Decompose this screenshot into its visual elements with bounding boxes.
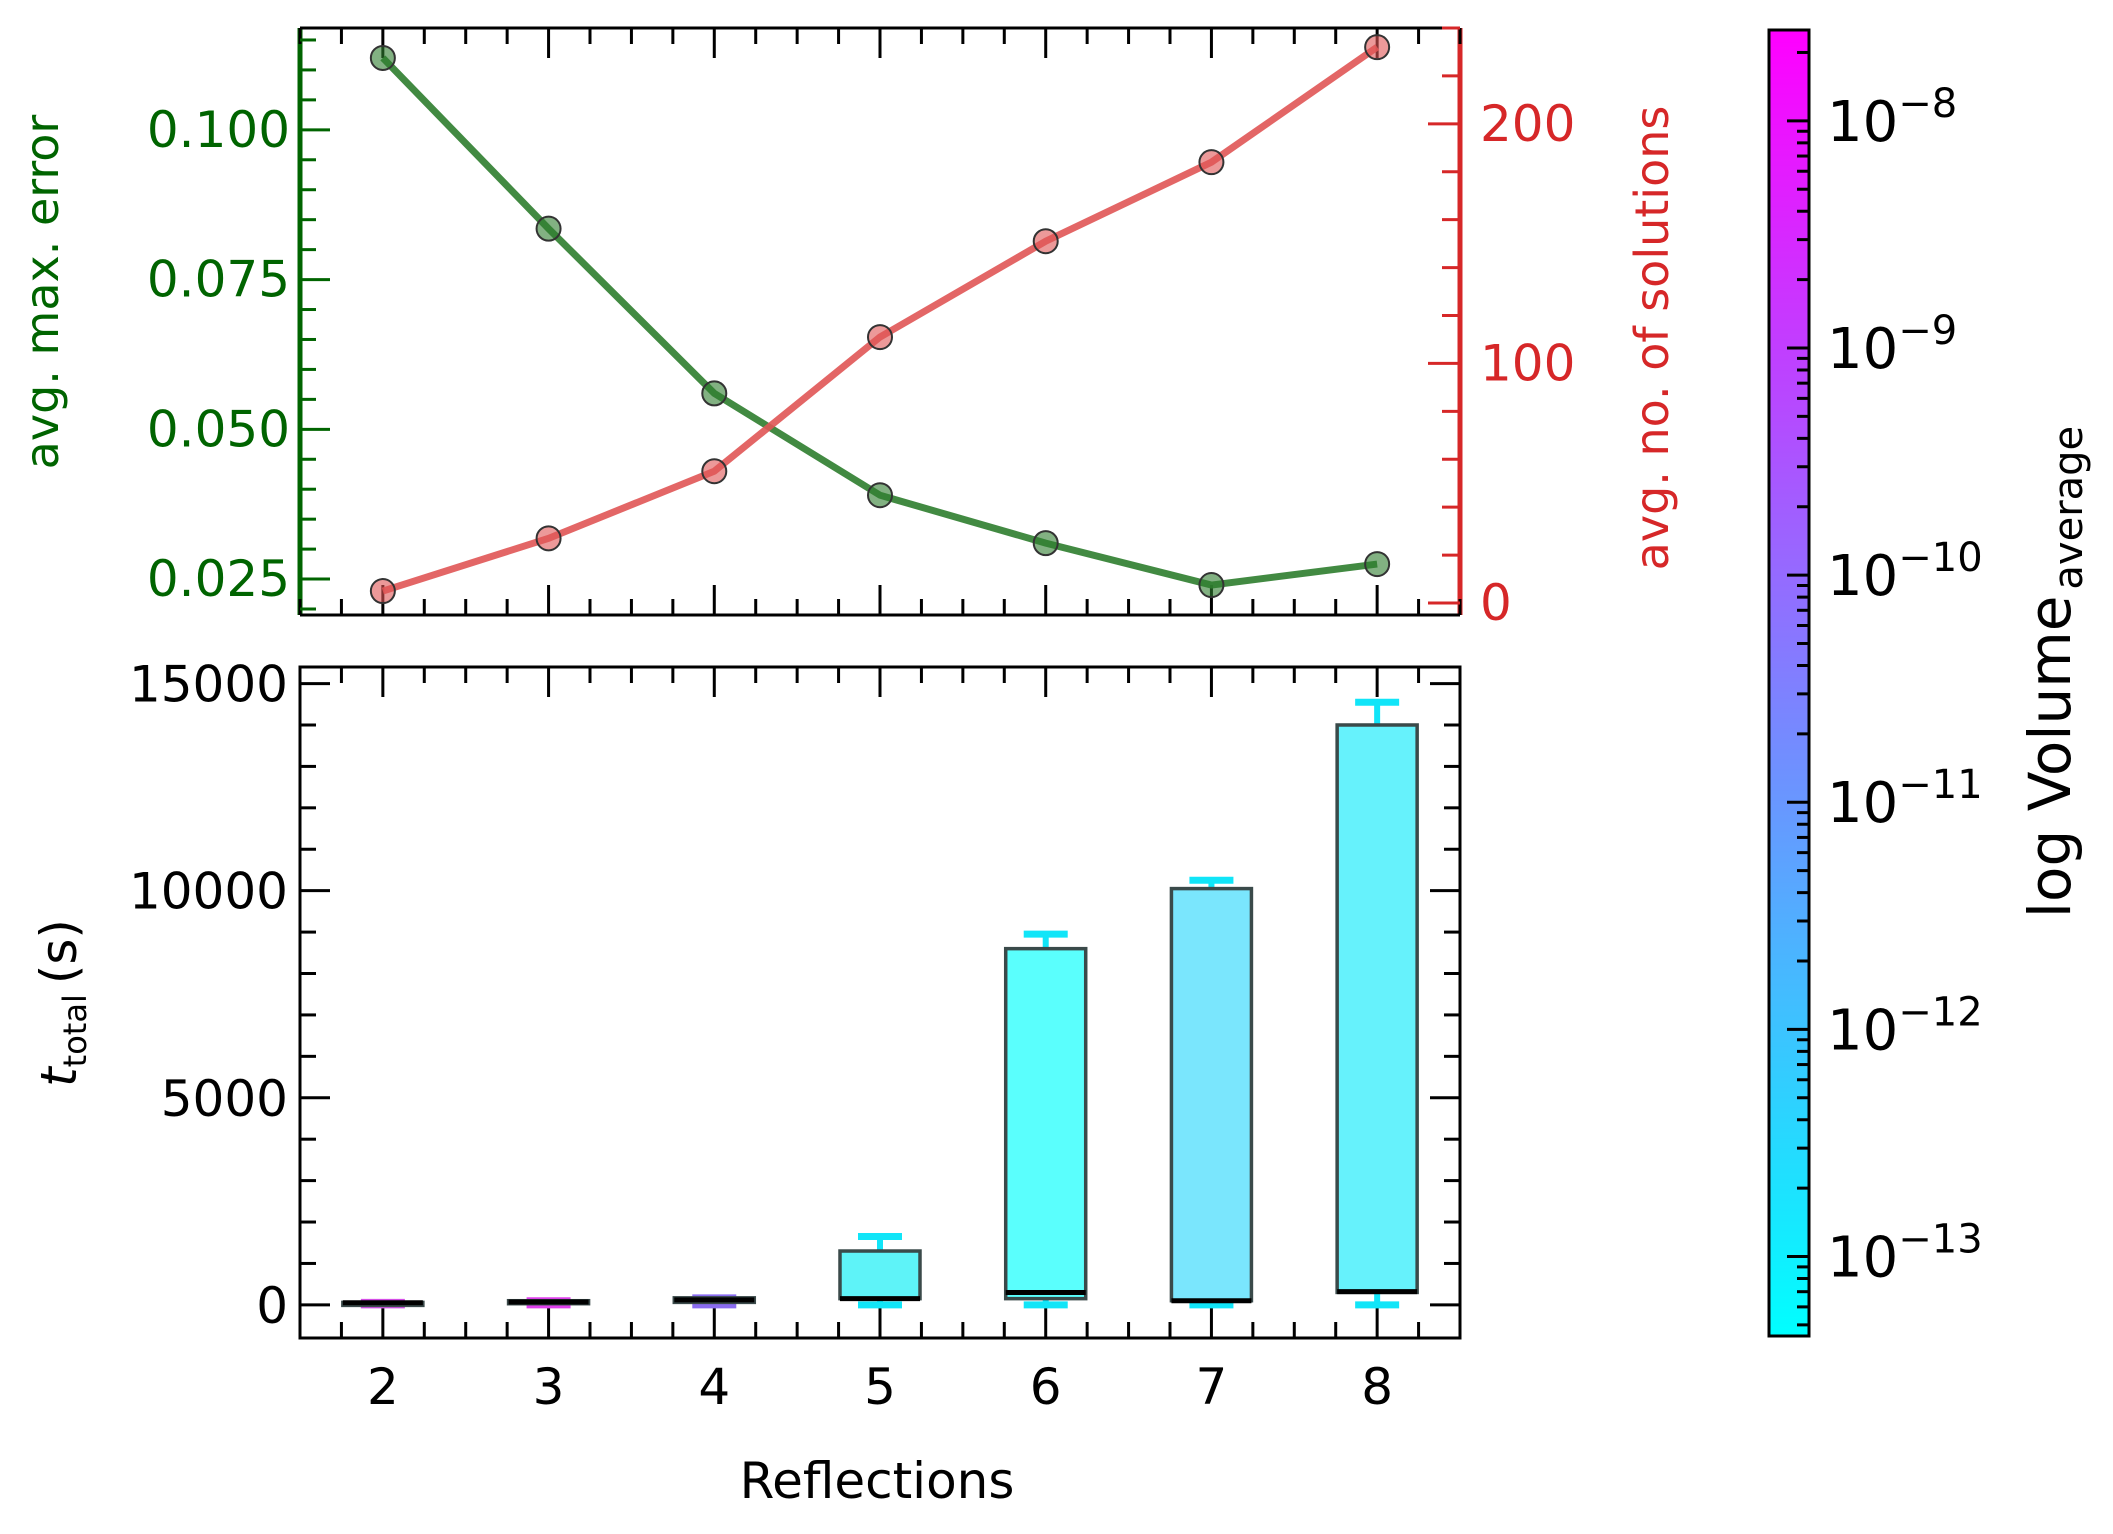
colorbar-tick-labels: 10−13 10−12 10−11 10−10 10−9 10−8	[1827, 81, 1983, 1291]
right-tick-label: 0	[1480, 574, 1512, 632]
x-axis-label: Reflections	[740, 1452, 1015, 1510]
bottom-y-axis-label: ttotal(s)	[30, 919, 94, 1087]
series-point-left	[1364, 551, 1391, 578]
colorbar-ticks	[1787, 50, 1809, 1327]
box	[1169, 886, 1254, 1303]
right-axis-tick-labels: 0 100 200	[1480, 95, 1575, 632]
x-tick-label: 7	[1196, 1358, 1228, 1416]
y-tick-label: 0	[256, 1277, 288, 1335]
colorbar-tick-label: 10−10	[1827, 535, 1983, 609]
bottom-ticks	[298, 665, 1462, 1340]
series-point-right	[1032, 228, 1059, 255]
box	[1003, 946, 1088, 1301]
series-point-left	[535, 215, 562, 242]
x-tick-label: 3	[533, 1358, 565, 1416]
right-tick-label: 200	[1480, 95, 1575, 153]
x-tick-label: 8	[1361, 1358, 1393, 1416]
x-tick-label: 6	[1030, 1358, 1062, 1416]
colorbar: 10−13 10−12 10−11 10−10 10−9 10−8 log Volumea…	[1767, 28, 2092, 1338]
colorbar-tick-label: 10−13	[1827, 1217, 1983, 1291]
left-axis-label: avg. max. error	[15, 115, 69, 470]
series-point-left	[369, 44, 396, 71]
x-tick-labels: 2 3 4 5 6 7 8	[367, 1358, 1393, 1416]
box	[1335, 723, 1419, 1295]
series-point-right	[1198, 149, 1225, 176]
left-tick-label: 0.025	[147, 550, 290, 608]
series-point-right	[867, 324, 893, 351]
y-tick-label: 15000	[129, 656, 288, 714]
box	[838, 1249, 922, 1301]
left-tick-label: 0.050	[147, 400, 290, 458]
x-tick-label: 5	[864, 1358, 896, 1416]
series-point-right	[535, 525, 562, 552]
colorbar-tick-label: 10−9	[1827, 308, 1957, 382]
left-tick-label: 0.100	[147, 101, 290, 159]
series-point-left	[701, 380, 728, 407]
top-ticks	[297, 26, 1463, 617]
colorbar-tick-label: 10−12	[1827, 989, 1983, 1063]
right-axis-label: avg. no. of solutions	[1625, 106, 1679, 571]
y-tick-label: 10000	[129, 863, 288, 921]
y-tick-label: 5000	[161, 1070, 288, 1128]
bottom-y-tick-labels: 0 5000 10000 15000	[129, 656, 288, 1335]
series-point-left	[1198, 572, 1225, 599]
series-point-right	[369, 578, 396, 605]
top-series	[369, 34, 1391, 605]
bottom-panel: 0 5000 10000 15000 2 3 4 5 6 7 8 ttotal(s) Reflec…	[30, 656, 1462, 1510]
colorbar-gradient	[1767, 28, 1811, 1338]
top-panel: 0.025 0.050 0.075 0.100 0 100 200 avg. max. e…	[15, 26, 1679, 632]
series-point-left	[867, 482, 893, 509]
x-tick-label: 4	[698, 1358, 730, 1416]
bottom-boxes	[341, 698, 1419, 1309]
series-point-left	[1032, 530, 1059, 557]
colorbar-tick-label: 10−11	[1827, 762, 1983, 836]
left-tick-label: 0.075	[147, 251, 290, 309]
series-line-right	[381, 44, 1380, 595]
series-point-right	[1364, 34, 1391, 61]
colorbar-label: log Volumeaverage	[2016, 426, 2092, 918]
x-tick-label: 2	[367, 1358, 399, 1416]
left-axis-tick-labels: 0.025 0.050 0.075 0.100	[147, 101, 290, 608]
colorbar-tick-label: 10−8	[1827, 81, 1957, 155]
series-point-right	[701, 458, 728, 485]
right-tick-label: 100	[1480, 334, 1575, 392]
